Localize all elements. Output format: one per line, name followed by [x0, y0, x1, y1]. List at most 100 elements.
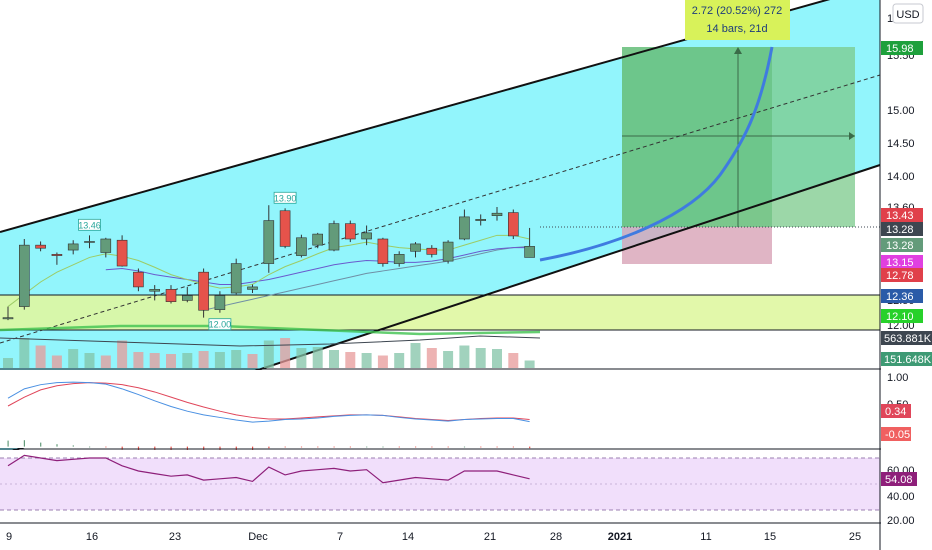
macd-histogram-bar — [398, 446, 400, 448]
macd-histogram-bar — [7, 440, 9, 447]
stop-zone — [622, 227, 772, 264]
candle-body — [377, 238, 389, 264]
annotations: 13.46 13.90 12.00 — [78, 191, 297, 331]
macd-histogram-bar — [121, 446, 123, 450]
volume-bar — [117, 340, 128, 368]
volume-bar — [247, 354, 258, 368]
candle-body — [35, 244, 46, 249]
macd-histogram-bar — [333, 446, 335, 448]
candle-body — [100, 238, 112, 253]
price-tag — [881, 289, 923, 303]
volume-bar — [475, 348, 486, 368]
time-axis[interactable]: 9 16 23 Dec 7 14 21 28 2021 11 15 25 — [6, 531, 861, 543]
candle-body — [214, 295, 226, 310]
moving-averages — [7, 234, 530, 311]
volume-bar — [231, 350, 242, 368]
price-pane[interactable]: 13.46 13.90 12.00 2.72 (20.52%) 272 14 bar… — [0, 0, 881, 456]
ma-long-line — [203, 245, 530, 311]
macd-histogram-bar — [366, 446, 368, 448]
projection-curve — [539, 46, 774, 262]
currency-badge[interactable]: USD — [892, 3, 924, 24]
macd-axis-label: 1.00 — [887, 372, 908, 384]
price-tag-label: 13.43 — [886, 210, 914, 222]
candles — [2, 205, 535, 321]
volume-tag — [881, 352, 932, 366]
macd-histogram-bar — [72, 445, 74, 447]
macd-histogram-bar — [40, 442, 42, 447]
volume-bar — [19, 338, 30, 368]
volume-bar — [280, 338, 291, 368]
channel-mid-line — [0, 74, 881, 344]
macd-histogram-bar — [105, 446, 107, 448]
volume-bar — [345, 352, 356, 368]
volume-bar — [361, 353, 372, 368]
candle-body — [393, 254, 405, 264]
time-axis-label: 16 — [86, 531, 98, 543]
macd-histogram-bar — [349, 446, 351, 448]
macd-histogram-bar — [447, 446, 449, 448]
candle-body — [361, 232, 372, 240]
macd-histogram-bar — [431, 446, 433, 448]
volume-bar — [35, 345, 46, 368]
candle-body — [182, 295, 193, 301]
time-axis-label: Dec — [248, 531, 268, 543]
price-annotation-label: 12.00 — [209, 320, 232, 330]
price-tag — [881, 222, 923, 236]
macd-histogram-bar — [480, 446, 482, 448]
price-annotation-box — [208, 318, 232, 331]
candle-body — [475, 219, 487, 221]
time-axis-label: 2021 — [608, 531, 632, 543]
volume-bar — [296, 348, 307, 368]
rsi-axis-label: 40.00 — [887, 491, 915, 503]
rsi-pane[interactable] — [0, 450, 880, 522]
macd-pane[interactable] — [0, 370, 880, 454]
price-annotation-label: 13.46 — [78, 220, 101, 230]
macd-histogram-bar — [463, 446, 466, 448]
macd-histogram-bar — [23, 440, 25, 447]
volume-bar — [263, 340, 274, 368]
currency-label: USD — [896, 9, 919, 21]
candle-body — [410, 243, 421, 252]
time-axis-label: 11 — [700, 531, 711, 543]
macd-histogram-bar — [317, 446, 319, 448]
price-tag — [881, 41, 923, 55]
macd-lines — [7, 381, 531, 454]
volume-bar — [410, 343, 421, 368]
candle-body — [230, 263, 242, 294]
volume-bar — [492, 349, 502, 368]
volume-bar — [51, 355, 62, 368]
candle-body — [133, 271, 144, 288]
price-axis-label: 14.50 — [887, 138, 915, 150]
candle-body — [442, 241, 454, 262]
target-midline-arrow — [849, 132, 855, 140]
volume-bar — [3, 358, 13, 368]
volume-bar — [377, 355, 388, 368]
time-axis-label: 15 — [764, 531, 776, 543]
candle-body — [426, 247, 438, 255]
price-tag — [881, 268, 923, 282]
volume-bar — [329, 350, 339, 368]
volume-bar — [459, 345, 470, 368]
volume-bar — [68, 349, 79, 368]
macd-main-line — [7, 381, 530, 423]
price-axis[interactable]: 16.0015.5015.0014.5014.0013.6013.0012.50… — [881, 0, 932, 550]
candle-body — [247, 286, 258, 290]
volume-ma-long-line — [0, 324, 541, 336]
candle-body — [491, 212, 503, 216]
time-axis-label: 7 — [337, 531, 343, 543]
support-zone — [0, 295, 880, 330]
candle-body — [344, 223, 356, 240]
volume-bar — [133, 352, 144, 368]
rsi-series-line — [7, 454, 530, 484]
candle-body — [18, 244, 30, 307]
volume-bar — [394, 353, 405, 368]
price-axis-label: 14.00 — [887, 171, 915, 183]
macd-histogram-bar — [203, 446, 205, 453]
candle-body — [524, 246, 535, 258]
macd-histogram-bar — [496, 446, 498, 448]
volume-bar — [182, 353, 193, 368]
candle-body — [263, 220, 275, 264]
measure-box-line2: 14 bars, 21d — [706, 23, 767, 35]
price-tag-label: 13.15 — [886, 257, 914, 269]
